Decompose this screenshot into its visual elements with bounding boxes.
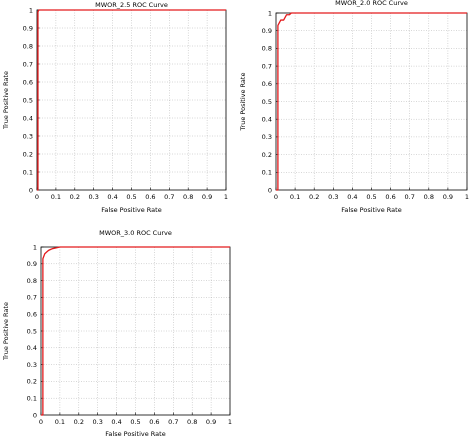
chart-1-x-tick-label: 0.9 [443, 193, 453, 201]
chart-2-y-tick-label: 0.5 [27, 327, 37, 335]
chart-1-x-tick-label: 0.6 [385, 193, 395, 201]
chart-1-x-tick-label: 0.2 [309, 193, 319, 201]
chart-0-x-tick-label: 0.5 [126, 193, 136, 201]
chart-0-roc-curve-line [37, 9, 226, 191]
chart-1-x-axis-label: False Positive Rate [341, 206, 401, 214]
roc-chart-mwor-2-5: 0 0.1 0.2 0.3 0.4 0.5 0.6 0.7 0.8 0.9 1 0 0.1 0.2 0.3 0… [2, 1, 228, 214]
chart-0-y-tick-label: 0.2 [23, 150, 33, 158]
chart-2-x-tick-label: 1 [228, 418, 232, 426]
chart-2-y-tick-label: 0.2 [27, 378, 37, 386]
chart-2-y-axis-label: True Positive Rate [2, 302, 10, 361]
chart-1-title: MWOR_2.0 ROC Curve [335, 0, 408, 7]
chart-2-x-tick-label: 0.5 [130, 418, 140, 426]
chart-2-y-tick-label: 0.9 [27, 260, 37, 268]
chart-1-x-tick-label: 0.1 [290, 193, 300, 201]
chart-0-x-tick-label: 0 [35, 193, 39, 201]
chart-1-x-tick-label: 0 [274, 193, 278, 201]
chart-2-title: MWOR_3.0 ROC Curve [99, 229, 172, 237]
chart-1-y-tick-label: 0.4 [262, 116, 272, 124]
chart-2-x-tick-label: 0.2 [74, 418, 84, 426]
chart-0-y-tick-label: 0.7 [23, 60, 33, 68]
chart-0-y-axis-label: True Positive Rate [2, 71, 10, 130]
chart-0-grid [37, 10, 226, 190]
chart-2-x-axis-label: False Positive Rate [105, 430, 165, 438]
chart-1-x-tick-label: 0.4 [347, 193, 357, 201]
chart-1-y-tick-label: 0.7 [262, 62, 272, 70]
chart-1-grid [276, 13, 467, 190]
chart-0-x-tick-label: 0.2 [70, 193, 80, 201]
chart-0-y-tick-label: 0.8 [23, 42, 33, 50]
chart-2-y-tick-label: 0 [33, 411, 37, 419]
chart-1-x-tick-label: 0.5 [366, 193, 376, 201]
chart-0-x-tick-label: 0.6 [145, 193, 155, 201]
roc-chart-mwor-3-0: 0 0.1 0.2 0.3 0.4 0.5 0.6 0.7 0.8 0.9 1 0 0.1 0.2 0.3 0… [2, 229, 232, 438]
chart-0-x-tick-label: 0.1 [51, 193, 61, 201]
chart-2-y-tick-label: 0.1 [27, 395, 37, 403]
chart-2-x-tick-label: 0.9 [206, 418, 216, 426]
chart-1-y-tick-label: 0.1 [262, 169, 272, 177]
chart-1-y-tick-label: 0.6 [262, 80, 272, 88]
chart-1-y-tick-label: 0.5 [262, 98, 272, 106]
chart-1-x-tick-label: 0.3 [328, 193, 338, 201]
chart-0-x-tick-label: 0.8 [183, 193, 193, 201]
chart-1-y-tick-label: 0.3 [262, 133, 272, 141]
chart-0-y-tick-label: 0 [29, 186, 33, 194]
chart-2-y-tick-label: 0.7 [27, 294, 37, 302]
chart-0-x-tick-label: 0.4 [107, 193, 117, 201]
chart-2-x-tick-label: 0 [39, 418, 43, 426]
chart-0-y-tick-label: 0.3 [23, 132, 33, 140]
chart-0-x-tick-label: 0.3 [89, 193, 99, 201]
chart-2-roc-curve-line [41, 246, 230, 416]
chart-2-y-tick-label: 0.4 [27, 344, 37, 352]
chart-0-x-tick-label: 0.7 [164, 193, 174, 201]
chart-2-x-tick-label: 0.7 [168, 418, 178, 426]
chart-2-y-tick-label: 0.8 [27, 277, 37, 285]
chart-2-x-tick-label: 0.4 [111, 418, 121, 426]
chart-0-x-axis-label: False Positive Rate [101, 206, 161, 214]
chart-0-y-tick-label: 0.6 [23, 78, 33, 86]
chart-0-x-tick-label: 0.9 [202, 193, 212, 201]
chart-0-title: MWOR_2.5 ROC Curve [95, 1, 168, 9]
chart-2-x-tick-label: 0.1 [55, 418, 65, 426]
chart-2-grid [41, 247, 230, 415]
chart-1-x-tick-label: 0.7 [405, 193, 415, 201]
chart-1-y-axis-label: True Positive Rate [239, 73, 247, 132]
chart-2-y-tick-label: 0.6 [27, 311, 37, 319]
chart-1-y-tick-label: 1 [268, 9, 272, 17]
chart-1-y-tick-label: 0.8 [262, 45, 272, 53]
chart-0-y-tick-label: 1 [29, 6, 33, 14]
chart-0-y-tick-label: 0.5 [23, 96, 33, 104]
chart-1-x-tick-label: 1 [465, 193, 469, 201]
chart-1-y-tick-label: 0.9 [262, 27, 272, 35]
chart-0-y-tick-label: 0.1 [23, 168, 33, 176]
chart-0-y-tick-label: 0.4 [23, 114, 33, 122]
chart-1-y-tick-label: 0 [268, 186, 272, 194]
chart-1-y-tick-label: 0.2 [262, 151, 272, 159]
chart-2-x-tick-label: 0.3 [93, 418, 103, 426]
chart-1-roc-curve-line [276, 12, 467, 191]
chart-2-x-tick-label: 0.8 [187, 418, 197, 426]
roc-chart-mwor-2-0: 0 0.1 0.2 0.3 0.4 0.5 0.6 0.7 0.8 0.9 1 0 0.1 0.2 0.3 0… [239, 0, 469, 214]
chart-2-y-tick-label: 0.3 [27, 361, 37, 369]
chart-2-x-tick-label: 0.6 [149, 418, 159, 426]
chart-0-y-tick-label: 0.9 [23, 24, 33, 32]
chart-1-x-tick-label: 0.8 [424, 193, 434, 201]
chart-0-x-tick-label: 1 [224, 193, 228, 201]
chart-2-y-tick-label: 1 [33, 243, 37, 251]
